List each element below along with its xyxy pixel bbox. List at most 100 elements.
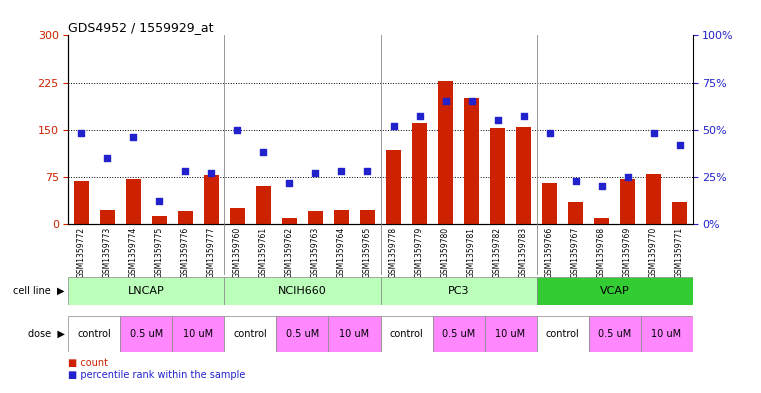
Point [595, 183, 607, 189]
Bar [151, 217, 167, 224]
Point [231, 127, 244, 133]
Point [648, 130, 660, 137]
Bar [672, 202, 687, 224]
Text: 0.5 uM: 0.5 uM [130, 329, 163, 339]
Text: GSM1359774: GSM1359774 [129, 226, 138, 278]
Text: GSM1359763: GSM1359763 [311, 226, 320, 278]
Bar [204, 175, 219, 224]
Text: GSM1359777: GSM1359777 [207, 226, 216, 278]
Bar [537, 277, 693, 305]
Bar [516, 127, 531, 224]
Bar [588, 316, 641, 352]
Text: 10 uM: 10 uM [495, 329, 526, 339]
Bar [645, 174, 661, 224]
Point [127, 134, 139, 140]
Text: GSM1359770: GSM1359770 [649, 226, 658, 278]
Point [387, 123, 400, 129]
Bar [568, 202, 584, 224]
Point [101, 155, 113, 161]
Point [517, 113, 530, 119]
Text: GSM1359761: GSM1359761 [259, 226, 268, 278]
Point [336, 168, 348, 174]
Text: ■ count: ■ count [68, 358, 109, 368]
Bar [120, 316, 173, 352]
Bar [224, 277, 380, 305]
Text: dose  ▶: dose ▶ [28, 329, 65, 339]
Text: control: control [390, 329, 423, 339]
Text: GSM1359765: GSM1359765 [363, 226, 372, 278]
Point [257, 149, 269, 156]
Text: GSM1359769: GSM1359769 [623, 226, 632, 278]
Text: GSM1359780: GSM1359780 [441, 226, 450, 278]
Bar [307, 211, 323, 224]
Bar [490, 128, 505, 224]
Bar [412, 123, 428, 224]
Text: GSM1359779: GSM1359779 [415, 226, 424, 278]
Text: ■ percentile rank within the sample: ■ percentile rank within the sample [68, 370, 246, 380]
Point [439, 98, 451, 105]
Point [413, 113, 425, 119]
Bar [230, 208, 245, 224]
Text: 10 uM: 10 uM [183, 329, 214, 339]
Text: 0.5 uM: 0.5 uM [286, 329, 319, 339]
Point [75, 130, 88, 137]
Bar [463, 98, 479, 224]
Text: LNCAP: LNCAP [128, 286, 165, 296]
Text: 0.5 uM: 0.5 uM [442, 329, 475, 339]
Text: 10 uM: 10 uM [339, 329, 370, 339]
Text: VCAP: VCAP [600, 286, 629, 296]
Text: control: control [234, 329, 267, 339]
Text: 10 uM: 10 uM [651, 329, 682, 339]
Text: GSM1359768: GSM1359768 [597, 226, 606, 278]
Text: control: control [78, 329, 111, 339]
Text: GSM1359771: GSM1359771 [675, 226, 684, 278]
Bar [74, 181, 89, 224]
Point [154, 198, 166, 204]
Bar [386, 150, 401, 224]
Text: GSM1359766: GSM1359766 [545, 226, 554, 278]
Bar [224, 316, 276, 352]
Point [622, 174, 634, 180]
Point [543, 130, 556, 137]
Text: GSM1359783: GSM1359783 [519, 226, 528, 278]
Point [569, 178, 581, 184]
Text: PC3: PC3 [447, 286, 470, 296]
Bar [380, 316, 432, 352]
Text: GSM1359775: GSM1359775 [155, 226, 164, 278]
Bar [282, 218, 298, 224]
Text: 0.5 uM: 0.5 uM [598, 329, 631, 339]
Text: GSM1359773: GSM1359773 [103, 226, 112, 278]
Text: GSM1359764: GSM1359764 [337, 226, 346, 278]
Bar [537, 316, 588, 352]
Point [466, 98, 478, 105]
Bar [68, 277, 224, 305]
Bar [68, 316, 120, 352]
Bar [438, 81, 454, 224]
Point [180, 168, 192, 174]
Text: GSM1359767: GSM1359767 [571, 226, 580, 278]
Bar [329, 316, 380, 352]
Point [310, 170, 322, 176]
Text: GSM1359760: GSM1359760 [233, 226, 242, 278]
Point [205, 170, 218, 176]
Text: GSM1359776: GSM1359776 [181, 226, 190, 278]
Bar [178, 211, 193, 224]
Bar [619, 179, 635, 224]
Text: GSM1359781: GSM1359781 [467, 226, 476, 277]
Point [361, 168, 374, 174]
Bar [641, 316, 693, 352]
Point [492, 117, 504, 123]
Text: cell line  ▶: cell line ▶ [13, 286, 65, 296]
Text: GDS4952 / 1559929_at: GDS4952 / 1559929_at [68, 21, 214, 34]
Bar [432, 316, 485, 352]
Text: GSM1359778: GSM1359778 [389, 226, 398, 278]
Bar [100, 210, 116, 224]
Bar [542, 183, 557, 224]
Point [673, 141, 686, 148]
Bar [256, 186, 271, 224]
Text: NCIH660: NCIH660 [278, 286, 327, 296]
Bar [276, 316, 329, 352]
Bar [594, 218, 610, 224]
Text: control: control [546, 329, 579, 339]
Bar [360, 210, 375, 224]
